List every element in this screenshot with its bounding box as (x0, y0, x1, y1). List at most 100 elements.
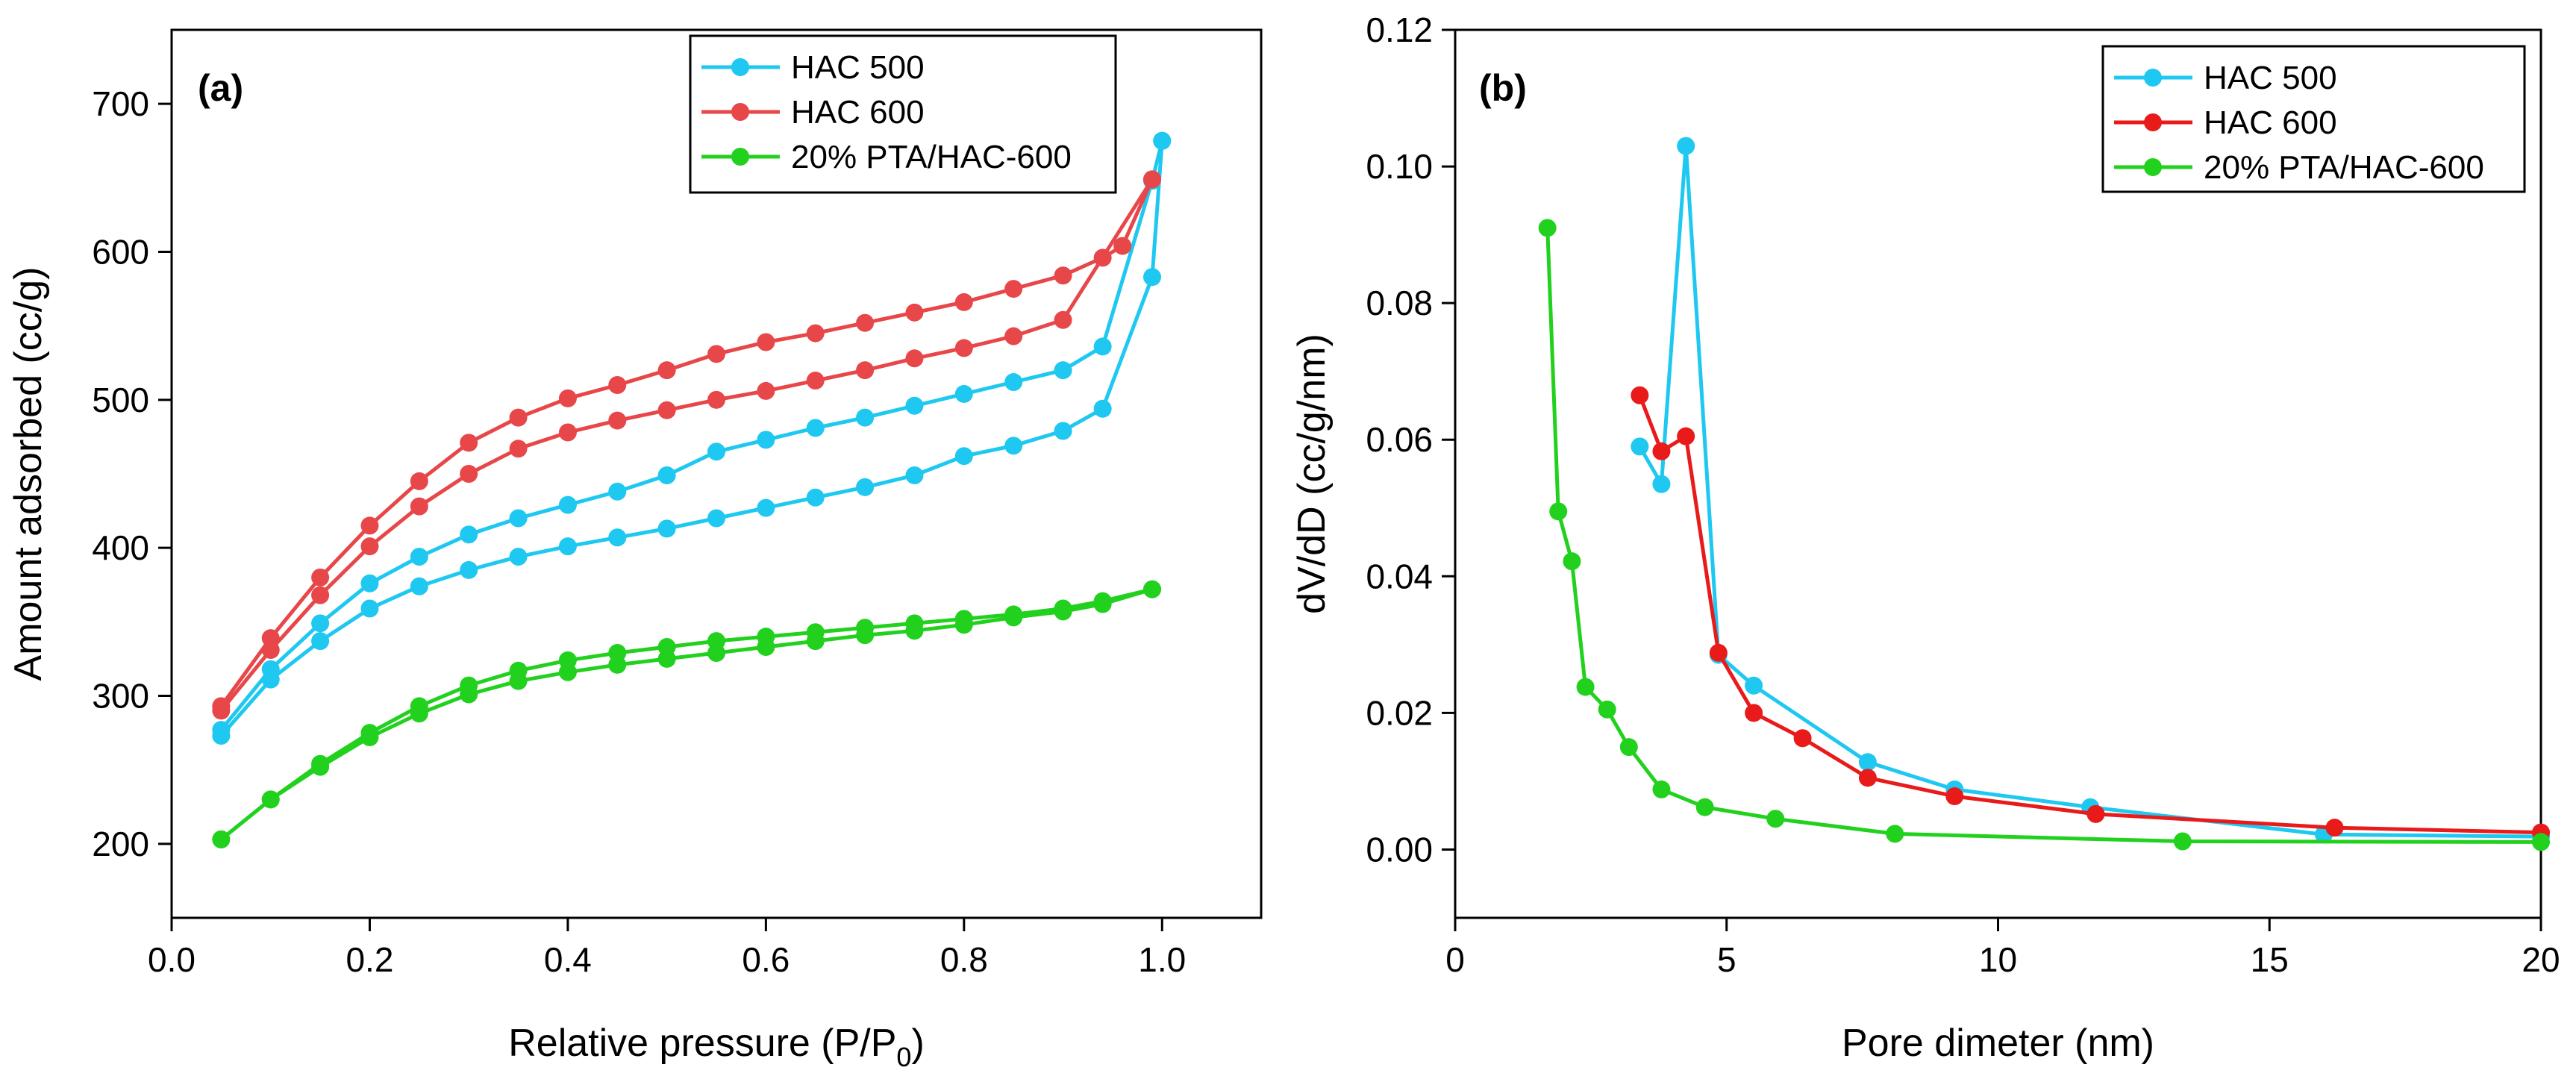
panel-a-series-0-point (1054, 422, 1072, 440)
panel-a-series-1-point (707, 345, 725, 363)
panel-a-series-2-point (311, 754, 330, 773)
panel-a-series-1-point (1054, 310, 1072, 329)
panel-a-legend-label: HAC 600 (791, 94, 925, 131)
panel-a-series-0-point (905, 466, 924, 484)
panel-a-series-0-point (460, 560, 478, 579)
panel-a-series-0-point (311, 632, 330, 651)
panel-a-series-1-point (261, 629, 280, 648)
panel-a-series-1-point (460, 434, 478, 452)
panel-b-series-2-point (1766, 810, 1785, 828)
panel-a-legend-swatch-marker (731, 148, 749, 166)
panel-a-series-2-point (410, 697, 428, 716)
panel-a-series-2-point (261, 790, 280, 809)
panel-b-y-tick-label: 0.10 (1366, 147, 1433, 186)
panel-a-y-axis-title: Amount adsorbed (cc/g) (7, 267, 50, 681)
panel-b-x-tick-label: 20 (2522, 940, 2560, 979)
panel-b-series-0-point (1858, 753, 1877, 772)
panel-a-series-0-point (707, 509, 725, 528)
panel-b-series-2-point (2532, 833, 2550, 851)
panel-b-series-2-point (1563, 552, 1581, 571)
panel-a-series-1-point (757, 381, 775, 400)
panel-b-series-2-point (1598, 700, 1616, 719)
panel-b-series-2-point (2173, 832, 2192, 851)
panel-a-y-tick-label: 600 (92, 233, 149, 272)
panel-a-series-0-point (856, 478, 875, 496)
panel-b-series-2-point (1695, 798, 1714, 816)
panel-a-series-1-point (1143, 170, 1161, 189)
panel-a-series-1-point (410, 472, 428, 490)
panel-b-series-2-point (1549, 502, 1568, 521)
panel-a-series-0-point (212, 721, 231, 739)
panel-a-series-1-point (856, 361, 875, 380)
panel-a-series-1-point (410, 497, 428, 516)
panel-a-series-1-point (657, 401, 676, 419)
panel-a-series-2-point (657, 638, 676, 657)
panel-a-legend-swatch-marker (731, 103, 749, 121)
panel-a-series-0-point (757, 498, 775, 517)
panel-a-series-2-line-0 (219, 587, 1153, 841)
panel-a-series-0-point (657, 466, 676, 484)
panel-a-series-1-point (509, 408, 528, 427)
panel-a-series-1-point (707, 390, 725, 409)
panel-a-label: (a) (198, 67, 243, 109)
panel-a-series-1-point (806, 324, 825, 343)
panel-a-series-1-point (954, 293, 973, 311)
panel-a-series-0-point (1093, 399, 1112, 418)
panel-b-series-2-point (1619, 738, 1638, 757)
panel-b-series-2-point (1886, 825, 1904, 843)
panel-a-series-0-point (558, 495, 577, 514)
panel-b-legend-swatch-marker (2144, 158, 2162, 176)
panel-b-series-1-point (1631, 386, 1649, 404)
panel-b-series-1-point (1677, 427, 1695, 445)
panel-a-series-1-point (1004, 280, 1023, 298)
panel-a-series-2-point (954, 610, 973, 628)
panel-a-series-1-point (509, 440, 528, 458)
panel-a-series-0-point (1093, 337, 1112, 356)
panel-b-series-0-line-0 (1638, 144, 2542, 839)
panel-a-series-0-point (954, 447, 973, 466)
panel-a-series-0-point (360, 574, 379, 592)
panel-a-series-1-point (1004, 327, 1023, 345)
panel-b-y-tick-label: 0.02 (1366, 693, 1433, 732)
panel-a-series-1-point (954, 339, 973, 357)
panel-b-x-tick-label: 5 (1717, 940, 1736, 979)
panel-a-series-2-point (608, 643, 627, 662)
panel-a-series-2-point (460, 676, 478, 695)
panel-a-series-0-point (608, 482, 627, 501)
panel-b-legend-label: HAC 500 (2204, 60, 2337, 96)
panel-b-series-1-point (1858, 769, 1877, 787)
panel-a-y-tick-label: 200 (92, 825, 149, 863)
panel-a-plot-frame (170, 28, 1263, 919)
panel-a-series-1-point (1054, 266, 1072, 285)
panel-a-series-0-point (657, 519, 676, 538)
panel-a-series-1-point (360, 537, 379, 556)
panel-b-series-2-point (1576, 678, 1595, 696)
panel-b-x-tick-label: 0 (1445, 940, 1465, 979)
panel-a-series-2-point (806, 623, 825, 642)
panel-a-series-0-point (1153, 131, 1172, 150)
panel-b-label: (b) (1479, 67, 1527, 109)
panel-b-series-1-point (2325, 819, 2344, 837)
panel-a-series-2-point (1054, 599, 1072, 618)
panel-a-series-2-point (707, 632, 725, 651)
panel-a-x-tick-label: 0.6 (742, 940, 790, 979)
panel-b-x-tick-label: 10 (1979, 940, 2017, 979)
panel-a-series-2-point (360, 724, 379, 742)
panel-b-legend-swatch-marker (2144, 69, 2162, 87)
panel-b-series-0-point (1631, 437, 1649, 456)
panel-a-series-2-point (509, 661, 528, 680)
panel-a-series-1-point (460, 465, 478, 483)
panel-a-series-1-point (1113, 237, 1132, 255)
panel-a-series-0-point (509, 509, 528, 528)
panel-b-legend-label: 20% PTA/HAC-600 (2204, 149, 2484, 186)
panel-a-series-2-point (757, 628, 775, 646)
panel-b-series-2-point (1652, 780, 1671, 798)
panel-a: 0.0 0.2 0.4 0.6 0.8 1.0 200 300 400 500 600 700 Rela… (7, 28, 1263, 1072)
panel-a-series-1-point (360, 516, 379, 535)
panel-b-y-axis-title: dV/dD (cc/g/nm) (1290, 334, 1334, 614)
panel-a-series-0-point (509, 548, 528, 566)
panel-b-series-1-point (2086, 804, 2105, 823)
panel-a-series-1-point (856, 313, 875, 332)
panel-a-x-tick-label: 0.0 (148, 940, 196, 979)
